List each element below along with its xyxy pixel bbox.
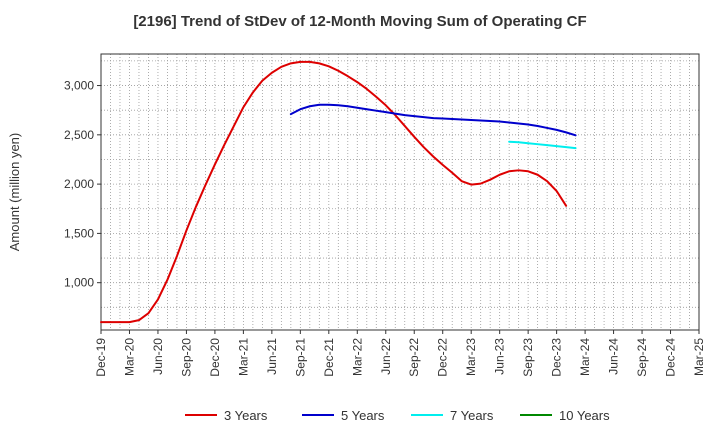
y-tick-label: 1,500 bbox=[64, 226, 94, 240]
x-axis-ticks: Dec-19 Mar-20 Jun-20 Sep-20 Dec-20 Mar-21 Jun-… bbox=[94, 330, 706, 377]
x-tick-label: Jun-21 bbox=[265, 338, 279, 375]
legend-label-5-years: 5 Years bbox=[341, 408, 385, 423]
legend-label-3-years: 3 Years bbox=[224, 408, 268, 423]
x-tick-label: Mar-24 bbox=[578, 338, 592, 376]
legend-label-7-years: 7 Years bbox=[450, 408, 494, 423]
x-tick-label: Dec-19 bbox=[94, 338, 108, 377]
x-tick-label: Dec-23 bbox=[550, 338, 564, 377]
x-tick-label: Sep-23 bbox=[521, 338, 535, 377]
series-line-5-years bbox=[289, 103, 577, 137]
chart-title: [2196] Trend of StDev of 12-Month Moving… bbox=[133, 13, 586, 30]
x-tick-label: Mar-22 bbox=[350, 338, 364, 376]
x-tick-label: Jun-22 bbox=[379, 338, 393, 375]
x-tick-label: Sep-24 bbox=[635, 338, 649, 377]
series-lines bbox=[100, 60, 577, 324]
series-line-7-years bbox=[508, 140, 577, 150]
grid bbox=[101, 54, 699, 330]
legend: 3 Years 5 Years 7 Years 10 Years bbox=[185, 408, 610, 423]
x-tick-label: Jun-20 bbox=[151, 338, 165, 375]
y-tick-label: 2,000 bbox=[64, 177, 94, 191]
y-tick-label: 2,500 bbox=[64, 128, 94, 142]
plot-area-border bbox=[100, 53, 700, 331]
x-tick-label: Sep-20 bbox=[179, 338, 193, 377]
x-tick-label: Jun-23 bbox=[493, 338, 507, 375]
x-tick-label: Dec-24 bbox=[664, 338, 678, 377]
y-tick-label: 3,000 bbox=[64, 79, 94, 93]
x-tick-label: Mar-20 bbox=[122, 338, 136, 376]
y-tick-label: 1,000 bbox=[64, 276, 94, 290]
x-tick-label: Mar-21 bbox=[236, 338, 250, 376]
x-tick-label: Sep-21 bbox=[293, 338, 307, 377]
y-axis-ticks: 1,000 1,500 2,000 2,500 3,000 bbox=[64, 79, 101, 290]
x-tick-label: Dec-20 bbox=[208, 338, 222, 377]
x-tick-label: Mar-25 bbox=[692, 338, 706, 376]
x-tick-label: Dec-21 bbox=[322, 338, 336, 377]
legend-label-10-years: 10 Years bbox=[559, 408, 610, 423]
x-tick-label: Sep-22 bbox=[407, 338, 421, 377]
series-line-3-years bbox=[100, 60, 568, 324]
y-axis-label: Amount (million yen) bbox=[7, 133, 22, 252]
x-tick-label: Jun-24 bbox=[607, 338, 621, 375]
x-tick-label: Dec-22 bbox=[436, 338, 450, 377]
x-tick-label: Mar-23 bbox=[464, 338, 478, 376]
